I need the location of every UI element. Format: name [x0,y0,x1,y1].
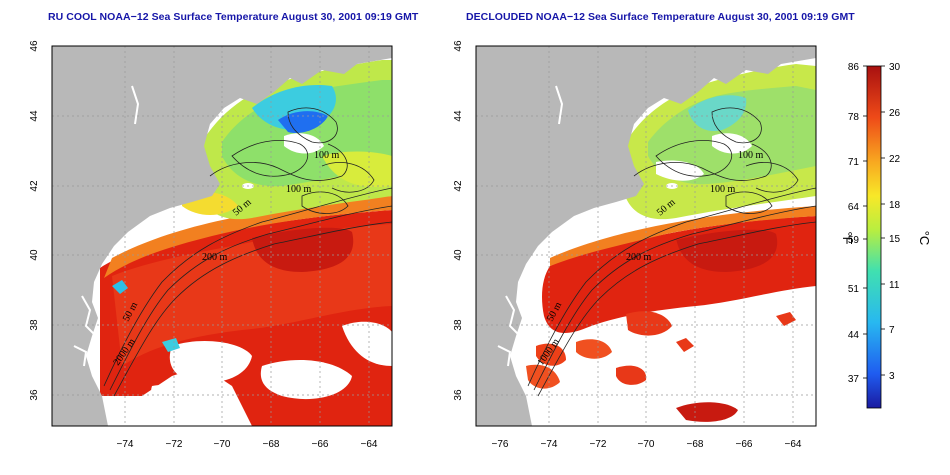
lat-tick: 38 [29,319,40,331]
celsius-tick: 3 [889,371,895,382]
contour-label-100m-a: 100 m [314,150,340,161]
lat-tick: 44 [453,110,464,122]
lat-tick: 42 [453,180,464,192]
lat-tick: 46 [29,40,40,52]
lat-tick: 36 [29,389,40,401]
celsius-tick: 18 [889,200,901,211]
lat-tick: 36 [453,389,464,401]
lat-tick: 44 [29,110,40,122]
sst-map-right: 100 m 100 m 50 m 200 m 50 m 1000 m [475,45,817,427]
left-map-x-axis: −74 −72 −70 −68 −66 −64 [117,439,378,450]
lon-tick: −72 [166,439,183,450]
celsius-tick: 15 [889,234,901,245]
lon-tick: −64 [785,439,802,450]
fahrenheit-tick: 86 [848,62,860,73]
contour-label-100m-b: 100 m [286,184,312,195]
fahrenheit-tick: 44 [848,330,860,341]
map-title-right: DECLOUDED NOAA−12 Sea Surface Temperatur… [466,11,855,23]
fahrenheit-tick: 71 [848,157,860,168]
celsius-tick: 11 [889,280,900,291]
contour-label-100m-b: 100 m [710,184,736,195]
contour-label-100m-a: 100 m [738,150,764,161]
fahrenheit-tick: 64 [848,202,860,213]
celsius-tick: 30 [889,62,901,73]
lon-tick: −70 [638,439,655,450]
fahrenheit-tick: 78 [848,112,860,123]
fahrenheit-tick: 51 [848,284,860,295]
celsius-tick: 7 [889,325,895,336]
lon-tick: −74 [541,439,558,450]
right-map-x-axis: −76 −74 −72 −70 −68 −66 −64 [492,439,802,450]
celsius-tick: 26 [889,108,901,119]
fahrenheit-tick: 37 [848,374,860,385]
lat-tick: 38 [453,319,464,331]
lon-tick: −66 [312,439,329,450]
lon-tick: −72 [590,439,607,450]
lon-tick: −76 [492,439,509,450]
lat-tick: 46 [453,40,464,52]
lon-tick: −70 [214,439,231,450]
fahrenheit-unit-label: °F [840,231,855,244]
celsius-tick: 22 [889,154,901,165]
contour-label-200m: 200 m [626,252,652,263]
right-map-y-axis: 46 44 42 40 38 36 [453,40,464,401]
map-title-left: RU COOL NOAA−12 Sea Surface Temperature … [48,11,419,23]
sst-map-left: 100 m 100 m 50 m 200 m 50 m 2000 m [51,45,393,427]
lat-tick: 42 [29,180,40,192]
fahrenheit-tick: 59 [848,235,860,246]
colorbar-gradient [866,65,882,409]
temperature-colorbar: 86 78 71 64 59 51 44 37 30 26 22 18 15 1… [840,62,932,409]
lon-tick: −66 [736,439,753,450]
left-map-y-axis: 46 44 42 40 38 36 [29,40,40,401]
lat-tick: 40 [29,249,40,261]
lat-tick: 40 [453,249,464,261]
lon-tick: −68 [687,439,704,450]
lon-tick: −64 [361,439,378,450]
lon-tick: −68 [263,439,280,450]
celsius-unit-label: °C [917,231,932,246]
contour-label-200m: 200 m [202,252,228,263]
lon-tick: −74 [117,439,134,450]
